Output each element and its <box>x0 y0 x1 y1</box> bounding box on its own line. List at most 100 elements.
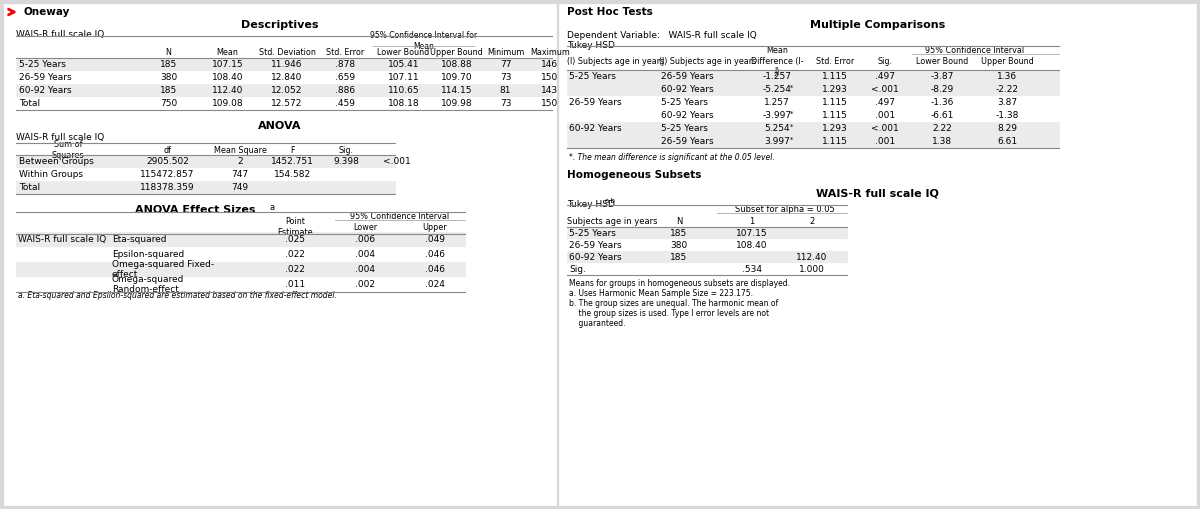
Bar <box>16 247 466 262</box>
Bar <box>568 109 1060 122</box>
Text: (J) Subjects age in years: (J) Subjects age in years <box>659 56 756 66</box>
Text: WAIS-R full scale IQ: WAIS-R full scale IQ <box>16 132 104 142</box>
Text: 2.22: 2.22 <box>932 124 952 133</box>
Text: 95% Confidence Interval: 95% Confidence Interval <box>925 45 1024 54</box>
Text: b. The group sizes are unequal. The harmonic mean of: b. The group sizes are unequal. The harm… <box>569 298 779 307</box>
Text: <.001: <.001 <box>383 157 410 166</box>
Text: 12.052: 12.052 <box>271 86 302 95</box>
Text: Epsilon-squared: Epsilon-squared <box>112 250 185 259</box>
Text: Lower: Lower <box>353 222 377 232</box>
Text: ANOVA Effect Sizes: ANOVA Effect Sizes <box>134 205 256 215</box>
Text: 146: 146 <box>541 60 558 69</box>
Text: 2: 2 <box>809 216 815 225</box>
Bar <box>16 181 395 194</box>
Bar <box>568 122 1060 135</box>
Text: Total: Total <box>19 183 40 192</box>
Text: .534: .534 <box>742 265 762 273</box>
Text: 185: 185 <box>160 86 178 95</box>
Text: .004: .004 <box>355 250 374 259</box>
Text: Lower Bound: Lower Bound <box>377 47 430 56</box>
Bar <box>568 239 847 251</box>
Text: 109.08: 109.08 <box>211 99 244 108</box>
Text: 150: 150 <box>541 99 559 108</box>
Bar <box>16 155 395 168</box>
Text: 109.98: 109.98 <box>440 99 473 108</box>
Text: .024: .024 <box>425 280 445 289</box>
Text: .878: .878 <box>336 60 355 69</box>
Text: *: * <box>790 110 793 117</box>
Text: N: N <box>676 216 682 225</box>
Text: .659: .659 <box>336 73 355 82</box>
Text: 73: 73 <box>499 99 511 108</box>
Bar <box>16 97 552 110</box>
Text: 108.88: 108.88 <box>440 60 473 69</box>
Text: -3.87: -3.87 <box>930 72 954 81</box>
Text: 112.40: 112.40 <box>797 252 828 262</box>
Text: N: N <box>166 47 172 56</box>
Text: .022: .022 <box>286 250 305 259</box>
Bar <box>568 263 847 275</box>
Text: 380: 380 <box>671 240 688 249</box>
Text: -8.29: -8.29 <box>930 85 954 94</box>
Bar <box>16 262 466 277</box>
Text: 1.36: 1.36 <box>997 72 1018 81</box>
Text: 5-25 Years: 5-25 Years <box>569 229 616 238</box>
Text: .497: .497 <box>875 72 895 81</box>
Text: *: * <box>790 84 793 91</box>
Bar <box>16 84 552 97</box>
Text: 26-59 Years: 26-59 Years <box>569 98 622 107</box>
Text: Lower Bound: Lower Bound <box>916 56 968 66</box>
Text: 26-59 Years: 26-59 Years <box>19 73 72 82</box>
Text: WAIS-R full scale IQ: WAIS-R full scale IQ <box>18 235 107 244</box>
Text: Descriptives: Descriptives <box>241 20 319 30</box>
Text: WAIS-R full scale IQ: WAIS-R full scale IQ <box>16 30 104 39</box>
Text: .046: .046 <box>425 250 445 259</box>
Text: .001: .001 <box>875 111 895 120</box>
Text: Omega-squared Fixed-
effect: Omega-squared Fixed- effect <box>112 260 214 279</box>
Text: 107.15: 107.15 <box>736 229 768 238</box>
Bar <box>16 232 466 247</box>
Bar <box>559 4 1196 505</box>
Text: .046: .046 <box>425 265 445 274</box>
Text: .049: .049 <box>425 235 445 244</box>
Text: 60-92 Years: 60-92 Years <box>569 252 622 262</box>
Text: 109.70: 109.70 <box>440 73 473 82</box>
Text: 5.254: 5.254 <box>764 124 790 133</box>
Text: -5.254: -5.254 <box>762 85 792 94</box>
Text: 1.115: 1.115 <box>822 111 848 120</box>
Text: Upper Bound: Upper Bound <box>430 47 482 56</box>
Text: a: a <box>270 203 275 212</box>
Text: 26-59 Years: 26-59 Years <box>661 137 714 146</box>
Text: 1.257: 1.257 <box>764 98 790 107</box>
Text: -1.36: -1.36 <box>930 98 954 107</box>
Text: *: * <box>790 124 793 129</box>
Text: 110.65: 110.65 <box>388 86 419 95</box>
Text: .025: .025 <box>286 235 305 244</box>
Text: Homogeneous Subsets: Homogeneous Subsets <box>568 170 701 180</box>
Text: -1.257: -1.257 <box>762 72 792 81</box>
Text: Between Groups: Between Groups <box>19 157 94 166</box>
Text: Tukey HSD: Tukey HSD <box>568 41 614 49</box>
Text: 185: 185 <box>671 252 688 262</box>
Text: 185: 185 <box>671 229 688 238</box>
Text: -6.61: -6.61 <box>930 111 954 120</box>
Text: Sig.: Sig. <box>569 265 586 273</box>
Text: F: F <box>290 146 295 155</box>
Text: 2905.502: 2905.502 <box>146 157 188 166</box>
Text: Within Groups: Within Groups <box>19 170 83 179</box>
Text: 60-92 Years: 60-92 Years <box>19 86 72 95</box>
Text: 2: 2 <box>238 157 242 166</box>
Text: 3.87: 3.87 <box>997 98 1018 107</box>
Text: .001: .001 <box>875 137 895 146</box>
Text: 185: 185 <box>160 60 178 69</box>
Text: -1.38: -1.38 <box>995 111 1019 120</box>
Text: 1.115: 1.115 <box>822 72 848 81</box>
Text: Means for groups in homogeneous subsets are displayed.: Means for groups in homogeneous subsets … <box>569 278 790 288</box>
Text: Subset for alpha = 0.05: Subset for alpha = 0.05 <box>734 205 834 213</box>
Bar <box>4 4 556 505</box>
Bar <box>568 135 1060 148</box>
Text: 1.38: 1.38 <box>932 137 952 146</box>
Text: 108.40: 108.40 <box>737 240 768 249</box>
Text: Sig.: Sig. <box>338 146 354 155</box>
Text: 1.293: 1.293 <box>822 124 848 133</box>
